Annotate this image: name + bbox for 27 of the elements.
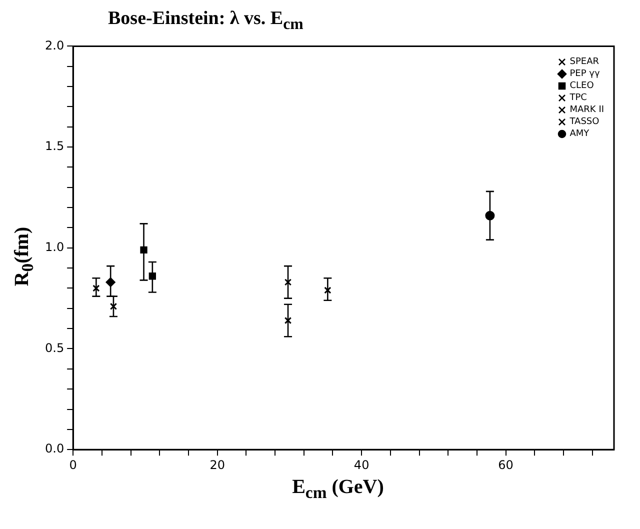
legend-label: TPC: [570, 92, 587, 104]
point: [324, 286, 332, 294]
point: [284, 316, 292, 324]
point: [110, 302, 118, 310]
legend-label: AMY: [570, 128, 590, 140]
x-tick-label: 20: [210, 458, 225, 472]
chart-title: Bose-Einstein: λ vs. E$_{cm}$: [107, 8, 304, 35]
x-tick-label: 0: [69, 458, 77, 472]
x-tick-label: 60: [498, 458, 514, 472]
point: [106, 277, 116, 287]
point: [148, 272, 156, 280]
y-tick-label: 1.0: [44, 240, 64, 254]
point: [485, 210, 495, 220]
y-tick-label: 2.0: [44, 38, 64, 52]
legend-label: MARK II: [570, 104, 604, 116]
y-tick-label: 0.0: [44, 442, 64, 456]
y-tick-label: 1.5: [44, 139, 64, 154]
legend-label: SPEAR: [570, 56, 599, 68]
legend-label: PEP γγ: [570, 68, 600, 80]
y-tick-label: 0.5: [44, 340, 64, 355]
legend-label: CLEO: [570, 80, 594, 92]
point: [140, 246, 148, 254]
x-axis-title: E$_{cm}$ (GeV): [291, 476, 385, 503]
point: [284, 278, 292, 286]
legend-label: TASSO: [570, 116, 600, 128]
point: [92, 284, 100, 292]
x-tick-label: 40: [354, 458, 370, 472]
